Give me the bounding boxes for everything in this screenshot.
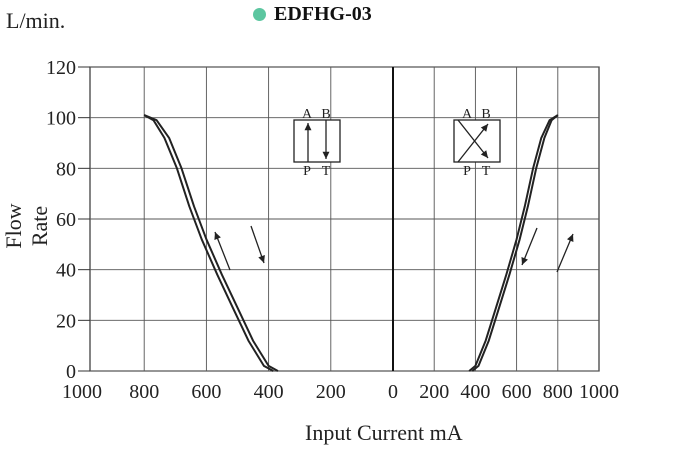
x-tick-label: 800 [129, 381, 159, 403]
x-tick-label: 200 [316, 381, 346, 403]
right-valve-symbol-arrow-pb [457, 123, 489, 163]
y-tick-label: 20 [56, 310, 76, 332]
y-unit-label: L/min. [6, 8, 66, 33]
right-up-arrow-head [566, 234, 574, 242]
chart-title-group: EDFHG-03 [253, 3, 372, 26]
left-down-arrow-head [258, 255, 265, 263]
right-down-arrow-head [521, 257, 528, 265]
y-tick-label: 80 [56, 158, 76, 180]
left-valve-symbol-port-label: T [322, 164, 331, 179]
left-curve-series-increasing [143, 114, 279, 372]
title-marker-dot [253, 8, 266, 21]
right-valve-symbol-arrow-at-head [480, 150, 488, 158]
x-tick-label: 600 [191, 381, 221, 403]
right-valve-symbol-box [453, 119, 501, 163]
x-axis-label: Input Current mA [305, 420, 463, 445]
y-tick-label: 0 [66, 361, 76, 383]
right-valve-symbol-port-label: P [463, 164, 471, 179]
left-up-arrow-head [214, 232, 221, 240]
x-tick-label: 1000 [579, 381, 619, 403]
y-tick-label: 40 [56, 260, 76, 282]
chart-title: EDFHG-03 [274, 3, 372, 25]
x-tick-label: 400 [254, 381, 284, 403]
left-valve-symbol-port-label: P [303, 164, 311, 179]
left-valve-symbol-port-label: A [302, 107, 313, 122]
x-tick-label: 400 [460, 381, 490, 403]
right-curve-series-increasing [468, 114, 559, 372]
left-valve-symbol-arrow-bt-head [322, 151, 330, 159]
right-valve-symbol-arrow-at [457, 119, 489, 159]
y-tick-label: 60 [56, 209, 76, 231]
left-valve-symbol-port-label: B [321, 107, 330, 122]
x-tick-label: 1000 [62, 381, 102, 403]
y-tick-label: 100 [46, 108, 76, 130]
left-curve-series-decreasing [143, 114, 274, 372]
left-valve-symbol-box [293, 119, 341, 163]
right-valve-symbol-arrow-pb-head [480, 124, 488, 132]
x-tick-label: 0 [388, 381, 398, 403]
right-valve-symbol-port-label: T [482, 164, 491, 179]
right-valve-symbol-port-label: A [462, 107, 473, 122]
left-valve-symbol-arrow-pa-head [304, 123, 312, 131]
x-tick-label: 200 [419, 381, 449, 403]
x-tick-label: 800 [543, 381, 573, 403]
right-valve-symbol-port-label: B [481, 107, 490, 122]
right-curve-series-decreasing [471, 114, 559, 372]
y-tick-label: 120 [46, 57, 76, 79]
x-tick-label: 600 [502, 381, 532, 403]
